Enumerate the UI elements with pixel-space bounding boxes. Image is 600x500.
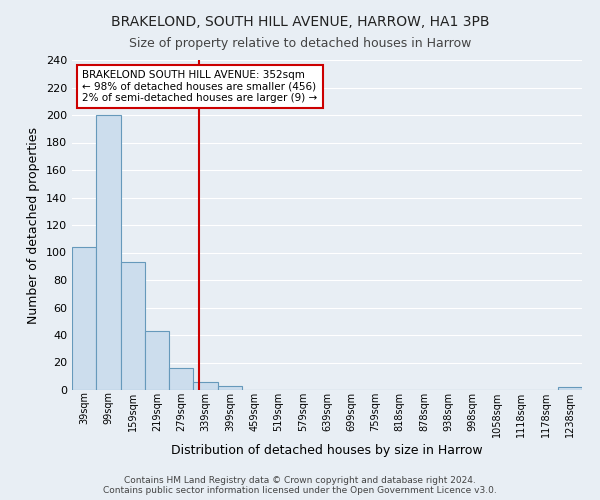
Bar (218, 386, 242, 390)
Bar (96, 115, 121, 390)
Text: BRAKELOND, SOUTH HILL AVENUE, HARROW, HA1 3PB: BRAKELOND, SOUTH HILL AVENUE, HARROW, HA… (111, 15, 489, 29)
Bar (121, 262, 145, 390)
Bar (193, 382, 218, 390)
Text: BRAKELOND SOUTH HILL AVENUE: 352sqm
← 98% of detached houses are smaller (456)
2: BRAKELOND SOUTH HILL AVENUE: 352sqm ← 98… (82, 70, 317, 103)
Bar (72, 247, 96, 390)
Text: Size of property relative to detached houses in Harrow: Size of property relative to detached ho… (129, 38, 471, 51)
Y-axis label: Number of detached properties: Number of detached properties (28, 126, 40, 324)
Text: Contains HM Land Registry data © Crown copyright and database right 2024.
Contai: Contains HM Land Registry data © Crown c… (103, 476, 497, 495)
X-axis label: Distribution of detached houses by size in Harrow: Distribution of detached houses by size … (171, 444, 483, 456)
Bar (558, 387, 582, 390)
Bar (145, 331, 169, 390)
Bar (169, 368, 193, 390)
